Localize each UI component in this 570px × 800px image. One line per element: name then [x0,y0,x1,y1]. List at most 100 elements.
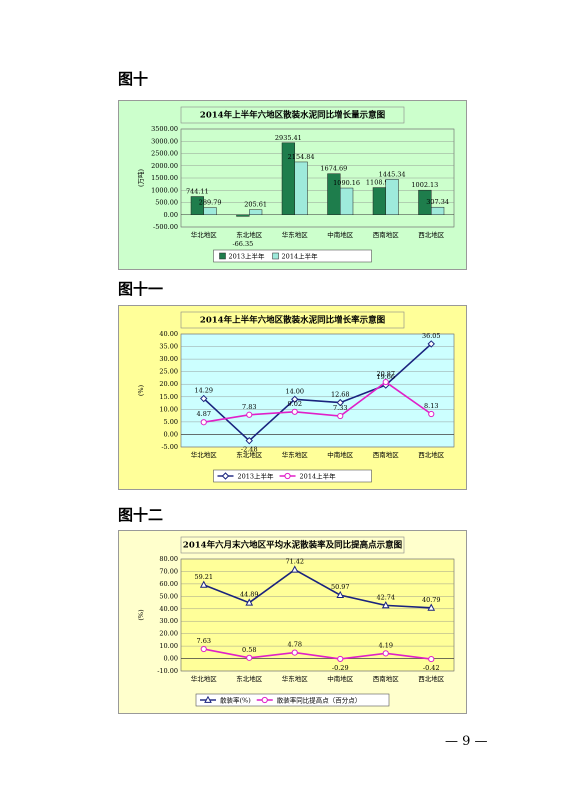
y-tick-label: 3500.00 [151,125,178,133]
value-label: 71.42 [285,558,304,566]
y-tick-label: 35.00 [159,343,178,351]
x-tick-label: 西北地区 [418,674,445,683]
value-label: 7.63 [197,637,211,645]
legend-marker [221,472,230,480]
point [291,395,299,403]
x-tick-label: 华北地区 [191,674,218,683]
legend-marker [204,695,212,703]
value-label: 36.05 [422,332,441,340]
y-axis-label: (%) [137,609,145,621]
value-label: 40.79 [422,596,441,604]
y-tick-label: -5.00 [161,443,178,451]
y-tick-label: 2000.00 [151,162,178,170]
chart-box: 2014年六月末六地区平均水泥散装率及同比提高点示意图 -10.00 0.00 10.… [118,530,467,714]
bar [340,187,354,215]
value-label: -0.42 [423,664,440,672]
point [381,601,390,609]
x-tick-label: 西南地区 [373,230,400,239]
value-label: 14.29 [194,387,213,395]
chart: 2014年六月末六地区平均水泥散装率及同比提高点示意图 -10.00 0.00 10.… [137,536,455,707]
value-label: 59.21 [194,573,213,581]
value-label: 1445.34 [379,170,406,178]
point [200,419,207,426]
y-tick-label: 2500.00 [151,150,178,158]
legend-frame [195,693,390,707]
y-tick-label: 10.00 [159,405,178,413]
y-tick-label: 20.00 [159,380,178,388]
point [290,565,299,573]
heading: 图十二 [118,506,164,524]
value-label: 4.78 [288,641,302,649]
chart-box: 2014年上半年六地区散装水泥同比增长率示意图 -5.00 0.00 5.00 10.0… [118,305,467,490]
chart: 2014年上半年六地区散装水泥同比增长量示意图 -500.00 0.00 500.00… [136,106,455,263]
plot-area [180,558,455,672]
x-tick-label: 华东地区 [282,230,309,239]
value-label: 4.19 [379,641,393,649]
y-tick-label: 30.00 [159,617,178,625]
point [382,650,389,657]
value-label: 12.68 [331,391,350,399]
value-label: 42.74 [376,593,395,601]
line [203,343,432,442]
value-label: 744.11 [186,188,209,196]
value-label: 44.89 [240,591,259,599]
y-axis-label: (万吨) [136,169,145,188]
point [428,655,435,663]
point [337,412,344,420]
value-label: -2.48 [241,446,258,454]
y-axis-label: (%) [137,384,145,396]
line [203,568,432,609]
title-frame [180,536,405,554]
y-tick-label: -10.00 [157,667,178,675]
y-tick-label: 1500.00 [151,174,178,182]
y-tick-label: 1000.00 [151,186,178,194]
bar [203,207,217,216]
legend-label: 2014上半年 [300,472,337,481]
value-label: 8.13 [424,402,438,410]
point [336,398,344,407]
y-tick-label: 40.00 [159,330,178,338]
title-frame [180,106,405,124]
y-tick-label: 15.00 [159,393,178,401]
point [336,590,345,599]
line [203,648,432,660]
y-tick-label: 70.00 [159,567,178,575]
legend-label: 散装率(%) [220,696,251,705]
x-tick-label: 东北地区 [236,230,263,239]
y-tick-label: 5.00 [164,418,178,426]
value-label: 9.02 [288,400,302,408]
x-tick-label: 西南地区 [373,450,400,459]
x-tick-label: 华北地区 [191,450,218,459]
x-tick-label: 中南地区 [327,230,354,239]
x-tick-label: 西南地区 [373,674,400,683]
value-label: 19.66 [376,373,395,381]
value-label: 205.61 [244,201,267,209]
y-tick-label: 60.00 [159,580,178,588]
point [199,580,208,588]
legend-frame [213,249,372,263]
point [200,645,207,653]
x-tick-label: 西北地区 [418,450,445,459]
y-tick-label: 0.00 [164,211,178,219]
x-tick-label: 西北地区 [418,230,445,239]
page-number: — 9 — [445,734,488,749]
y-tick-label: 40.00 [159,605,178,613]
point [337,655,344,663]
bar [236,214,250,217]
plot-area [180,333,455,448]
value-label: 2935.41 [275,134,302,142]
value-label: 7.33 [333,404,347,412]
legend-swatch [219,252,226,260]
x-tick-label: 华东地区 [282,450,309,459]
point [291,408,298,415]
value-label: 7.83 [242,403,256,411]
chart-title: 2014年六月末六地区平均水泥散装率及同比提高点示意图 [183,540,402,551]
y-tick-label: 20.00 [159,630,178,638]
value-label: 289.79 [199,199,222,207]
legend-label: 2013上半年 [238,472,275,481]
chart-box: 2014年上半年六地区散装水泥同比增长量示意图 -500.00 0.00 500.00… [118,100,467,270]
y-tick-label: 10.00 [159,642,178,650]
chart-title: 2014年上半年六地区散装水泥同比增长量示意图 [200,110,385,121]
y-tick-label: 50.00 [159,592,178,600]
heading: 图十一 [118,280,164,298]
